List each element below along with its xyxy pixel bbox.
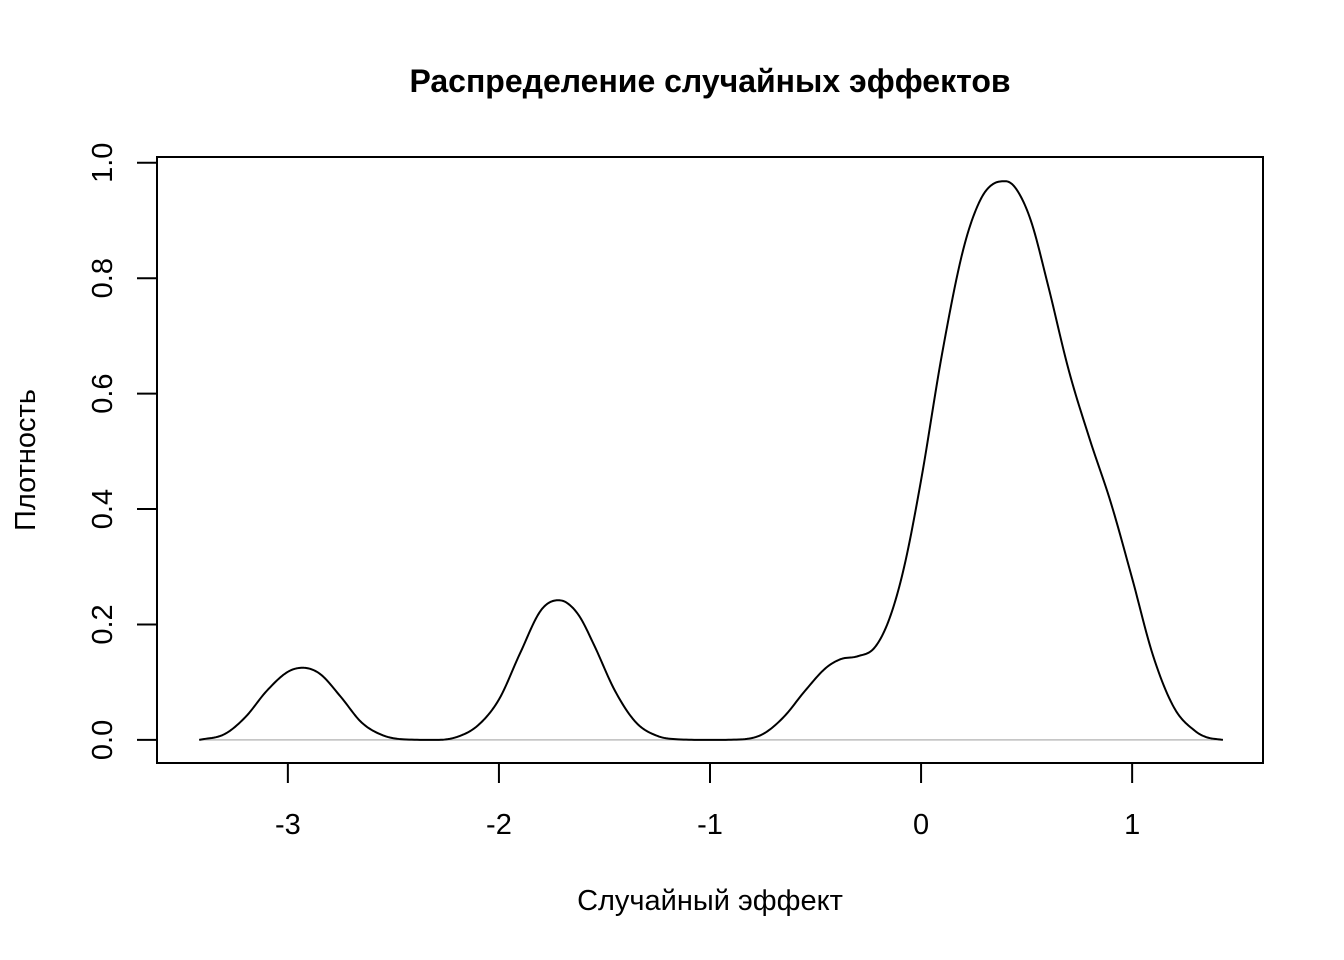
y-tick-label: 0.4 xyxy=(87,489,119,529)
y-tick-label: 0.8 xyxy=(87,258,119,298)
x-tick-label: -3 xyxy=(275,809,301,841)
x-tick-label: -2 xyxy=(486,809,512,841)
curve-layer xyxy=(199,180,1224,741)
x-axis: -3 -2 -1 0 1 xyxy=(275,762,1140,841)
chart-title: Распределение случайных эффектов xyxy=(409,63,1010,99)
y-tick-label: 0.2 xyxy=(87,604,119,644)
x-tick-label: -1 xyxy=(697,809,723,841)
y-tick-label: 0.6 xyxy=(87,373,119,413)
density-curve xyxy=(199,180,1224,741)
x-axis-label: Случайный эффект xyxy=(577,885,843,917)
y-axis: 0.0 0.2 0.4 0.6 0.8 1.0 xyxy=(87,143,158,760)
y-tick-label: 1.0 xyxy=(87,143,119,183)
x-tick-label: 1 xyxy=(1124,809,1140,841)
x-tick-label: 0 xyxy=(913,809,929,841)
y-axis-label: Плотность xyxy=(10,389,42,531)
y-tick-label: 0.0 xyxy=(87,720,119,760)
